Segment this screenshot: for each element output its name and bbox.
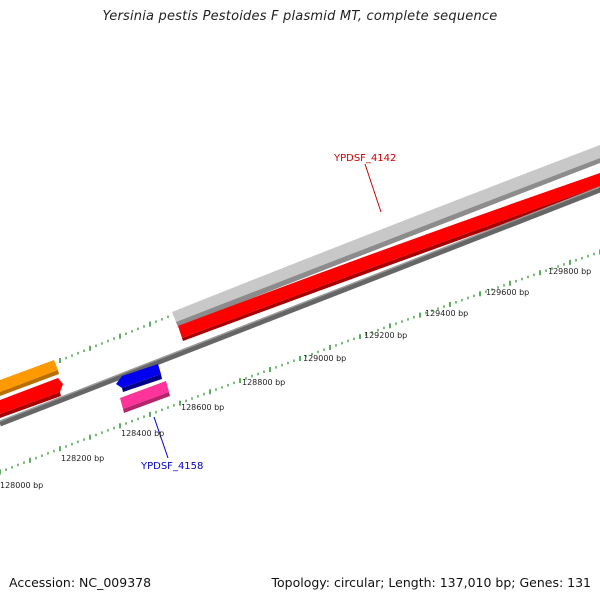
backbone-line bbox=[0, 186, 600, 427]
tick-label-128200: 128200 bp bbox=[61, 454, 104, 463]
topology-stats-text: Topology: circular; Length: 137,010 bp; … bbox=[271, 575, 592, 590]
cds-pink[interactable] bbox=[120, 381, 170, 413]
cds-red-left[interactable] bbox=[0, 378, 63, 418]
tick-label-128800: 128800 bp bbox=[242, 378, 285, 387]
top-gene-label[interactable]: YPDSF_4142 bbox=[333, 153, 396, 164]
map-title: Yersinia pestis Pestoides F plasmid MT, … bbox=[102, 9, 498, 24]
cds-red-long[interactable] bbox=[178, 173, 600, 341]
tick-label-129800: 129800 bp bbox=[548, 267, 591, 276]
bottom-gene-leader bbox=[153, 416, 169, 459]
tick-label-128400: 128400 bp bbox=[121, 429, 164, 438]
cds-blue[interactable] bbox=[116, 364, 162, 392]
bottom-gene-label[interactable]: YPDSF_4158 bbox=[140, 461, 203, 472]
tick-label-129200: 129200 bp bbox=[364, 331, 407, 340]
scale-tick-row bbox=[0, 249, 600, 475]
top-gene-leader bbox=[364, 163, 382, 213]
forward-cds-grey[interactable] bbox=[172, 145, 600, 327]
tick-label-128600: 128600 bp bbox=[181, 403, 224, 412]
tick-label-129000: 129000 bp bbox=[303, 354, 346, 363]
tick-label-128000: 128000 bp bbox=[0, 481, 43, 490]
tick-label-129600: 129600 bp bbox=[486, 288, 529, 297]
tick-label-129400: 129400 bp bbox=[425, 309, 468, 318]
accession-text: Accession: NC_009378 bbox=[9, 575, 152, 590]
cds-orange-left[interactable] bbox=[0, 360, 59, 396]
